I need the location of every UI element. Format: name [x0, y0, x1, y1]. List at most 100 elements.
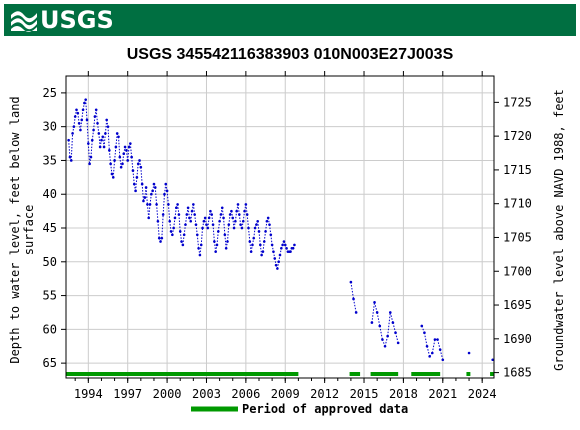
data-point	[236, 203, 240, 206]
data-point	[143, 196, 147, 199]
y-tick-label-right: 1700	[503, 264, 532, 278]
series-connector	[110, 163, 113, 175]
data-point	[252, 236, 256, 240]
data-point	[110, 172, 114, 176]
series-connector	[90, 140, 93, 158]
data-point	[177, 213, 181, 216]
data-point	[72, 125, 76, 128]
data-point	[467, 351, 471, 355]
data-point	[223, 233, 227, 237]
data-point	[256, 219, 259, 223]
series-connector	[135, 177, 138, 191]
approved-period-bar	[66, 372, 299, 376]
series-connector	[177, 204, 180, 215]
data-point	[430, 351, 434, 355]
legend-label: Period of approved data	[242, 402, 408, 416]
y-axis-left-label: Depth to water level, feet below land	[8, 96, 22, 363]
data-point	[269, 233, 273, 237]
data-point	[253, 226, 257, 230]
data-point	[88, 162, 91, 166]
data-point	[276, 267, 279, 270]
x-tick-label: 2021	[428, 387, 457, 401]
series-connector	[183, 224, 186, 235]
series-connector	[431, 339, 436, 354]
series-connector	[437, 339, 441, 350]
data-point	[130, 155, 133, 159]
series-connector	[217, 221, 221, 232]
data-point	[193, 213, 196, 216]
series-connector	[258, 231, 261, 245]
data-point	[260, 253, 263, 257]
data-point	[180, 240, 183, 243]
y-tick-label-right: 1705	[503, 230, 532, 244]
series-connector	[169, 221, 172, 232]
data-point	[231, 216, 235, 220]
series-connector	[242, 211, 246, 222]
data-point	[247, 226, 250, 230]
data-point	[192, 203, 195, 206]
data-point	[105, 118, 108, 122]
x-tick-label: 2009	[271, 387, 300, 401]
x-tick-label: 2018	[389, 387, 418, 401]
y-tick-label-right: 1710	[503, 197, 532, 211]
data-point	[211, 223, 215, 226]
data-point	[197, 246, 200, 250]
series-connector	[112, 160, 116, 178]
data-point	[202, 219, 206, 223]
data-point	[138, 159, 141, 162]
data-point	[159, 240, 162, 243]
data-point	[132, 182, 136, 186]
data-point	[255, 223, 258, 226]
series-connector	[154, 187, 158, 205]
data-point	[80, 118, 84, 122]
data-point	[282, 240, 286, 243]
banner-bar	[4, 4, 576, 36]
series-connector	[127, 146, 130, 161]
data-point	[89, 155, 93, 159]
data-point	[181, 243, 185, 247]
data-point	[121, 162, 124, 166]
approved-period-bar	[411, 372, 441, 376]
y-tick-label-left: 25	[43, 86, 57, 100]
data-point	[75, 108, 78, 112]
data-point	[172, 226, 175, 230]
data-point	[381, 338, 384, 341]
data-point	[228, 213, 232, 216]
x-tick-label: 2000	[153, 387, 182, 401]
data-point	[240, 226, 244, 230]
approved-period-bar	[349, 372, 361, 376]
data-point	[291, 246, 295, 250]
data-point	[111, 176, 115, 179]
data-point	[425, 344, 429, 348]
data-point	[205, 223, 208, 226]
data-point	[394, 331, 397, 335]
y-tick-label-right: 1720	[503, 129, 532, 143]
y-tick-label-left: 45	[43, 221, 57, 235]
series-connector	[95, 109, 99, 124]
data-point	[391, 321, 395, 324]
series-connector	[107, 126, 110, 151]
series-connector	[237, 204, 240, 215]
data-point	[265, 219, 269, 223]
series-connector	[376, 312, 381, 327]
data-point	[113, 159, 116, 162]
data-point	[79, 128, 82, 132]
x-tick-label: 2006	[231, 387, 260, 401]
series-connector	[269, 224, 272, 235]
series-connector	[228, 214, 231, 225]
series-connector	[379, 325, 383, 340]
series-connector	[173, 217, 176, 229]
series-connector	[114, 146, 117, 161]
series-connector	[257, 221, 260, 232]
data-point	[167, 203, 170, 206]
data-point	[264, 230, 267, 233]
usgs-logo[interactable]: USGS	[10, 7, 114, 33]
data-point	[97, 132, 101, 135]
data-point	[227, 223, 231, 226]
series-connector	[350, 281, 355, 300]
data-point	[122, 152, 126, 155]
data-point	[289, 250, 292, 253]
series-connector	[119, 157, 122, 168]
data-point	[94, 108, 98, 112]
data-point	[491, 358, 494, 362]
